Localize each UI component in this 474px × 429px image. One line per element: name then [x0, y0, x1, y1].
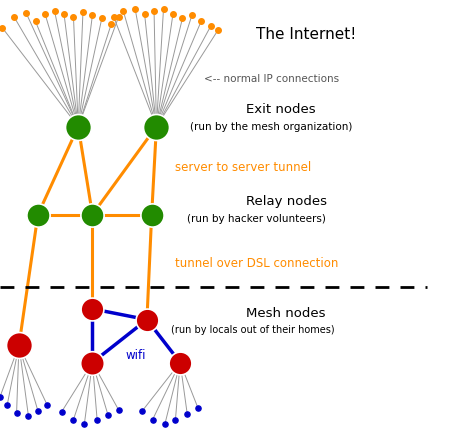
Point: [176, 359, 184, 366]
Point: [93, 417, 101, 424]
Text: wifi: wifi: [126, 349, 146, 362]
Point: [70, 14, 77, 21]
Point: [89, 12, 96, 18]
Text: Relay nodes: Relay nodes: [246, 195, 328, 208]
Point: [141, 10, 148, 17]
Point: [160, 5, 167, 12]
Point: [161, 420, 169, 427]
Point: [89, 211, 96, 218]
Point: [214, 27, 222, 33]
Point: [138, 408, 146, 414]
Point: [172, 417, 179, 424]
Point: [179, 15, 186, 21]
Point: [81, 420, 88, 427]
Text: server to server tunnel: server to server tunnel: [175, 161, 311, 174]
Point: [60, 10, 68, 17]
Point: [108, 20, 115, 27]
Text: (run by hacker volunteers): (run by hacker volunteers): [187, 214, 326, 224]
Point: [188, 12, 196, 18]
Point: [198, 17, 205, 24]
Point: [153, 123, 160, 130]
Point: [22, 9, 30, 16]
Point: [32, 18, 39, 25]
Point: [143, 316, 151, 323]
Point: [148, 211, 155, 218]
Point: [115, 14, 122, 21]
Text: The Internet!: The Internet!: [256, 27, 356, 42]
Text: tunnel over DSL connection: tunnel over DSL connection: [175, 257, 339, 270]
Text: <-- normal IP connections: <-- normal IP connections: [204, 74, 339, 85]
Text: Mesh nodes: Mesh nodes: [246, 307, 326, 320]
Point: [89, 359, 96, 366]
Point: [110, 14, 118, 21]
Point: [3, 402, 11, 409]
Text: (run by locals out of their homes): (run by locals out of their homes): [171, 325, 334, 335]
Point: [15, 342, 23, 349]
Point: [207, 22, 215, 29]
Point: [58, 408, 65, 415]
Text: Exit nodes: Exit nodes: [246, 103, 316, 116]
Point: [131, 5, 139, 12]
Point: [25, 413, 32, 420]
Point: [0, 393, 4, 400]
Text: (run by the mesh organization): (run by the mesh organization): [190, 121, 352, 132]
Point: [150, 7, 158, 14]
Point: [149, 416, 156, 423]
Point: [70, 416, 77, 423]
Point: [13, 409, 20, 416]
Point: [41, 10, 49, 17]
Point: [169, 10, 177, 17]
Point: [119, 7, 127, 14]
Point: [183, 411, 191, 417]
Point: [51, 7, 58, 14]
Point: [74, 123, 82, 130]
Point: [34, 211, 42, 218]
Point: [34, 408, 42, 414]
Point: [89, 305, 96, 312]
Point: [194, 405, 202, 412]
Point: [79, 9, 87, 15]
Point: [44, 402, 51, 409]
Point: [10, 14, 18, 21]
Point: [98, 15, 106, 21]
Point: [104, 412, 112, 419]
Point: [115, 406, 122, 413]
Point: [0, 24, 6, 31]
